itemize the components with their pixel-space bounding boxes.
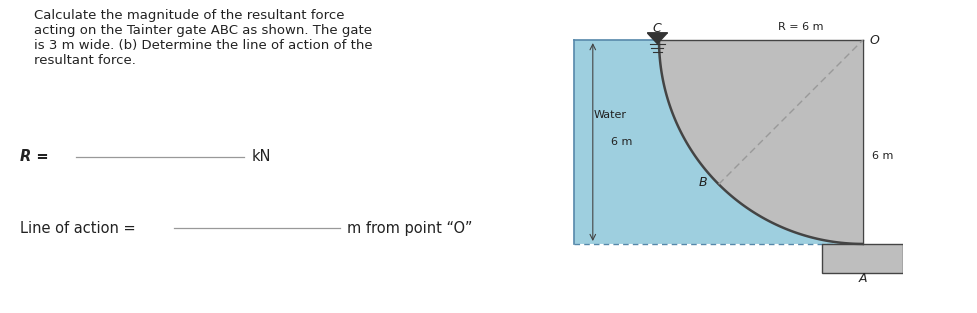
Text: R =: R =	[20, 149, 54, 164]
Text: Calculate the magnitude of the resultant force
acting on the Tainter gate ABC as: Calculate the magnitude of the resultant…	[34, 9, 372, 67]
Text: C: C	[653, 22, 661, 35]
Text: 6 m: 6 m	[611, 137, 632, 147]
Text: B: B	[699, 176, 707, 189]
Text: O: O	[869, 34, 878, 47]
Polygon shape	[821, 244, 903, 273]
Polygon shape	[658, 40, 862, 244]
Polygon shape	[573, 40, 862, 244]
Text: m from point “O”: m from point “O”	[347, 221, 472, 236]
Text: A: A	[858, 272, 866, 285]
Text: Water: Water	[593, 110, 625, 120]
Text: 6 m: 6 m	[871, 151, 893, 161]
Text: R = 6 m: R = 6 m	[777, 22, 823, 32]
Text: kN: kN	[252, 149, 271, 164]
Polygon shape	[647, 33, 666, 44]
Text: Line of action =: Line of action =	[20, 221, 140, 236]
